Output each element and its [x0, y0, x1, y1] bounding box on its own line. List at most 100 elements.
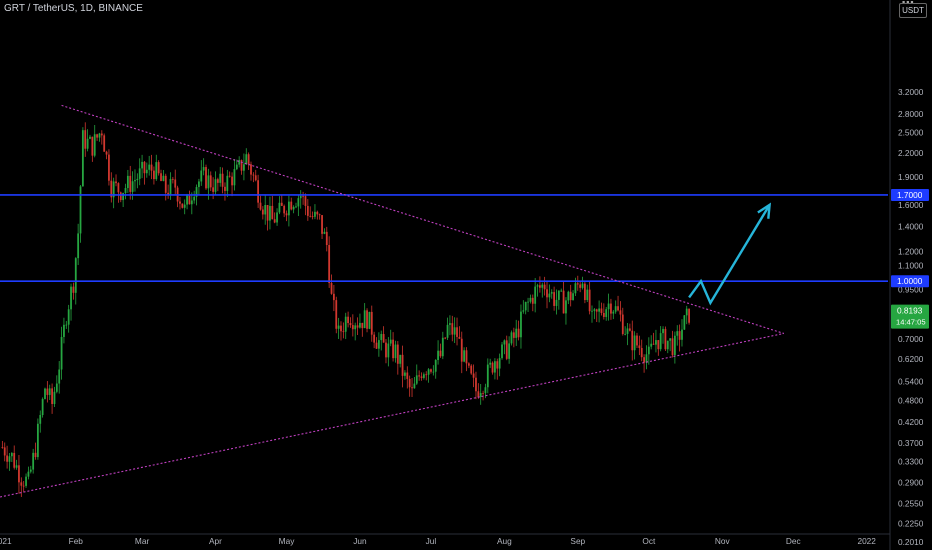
currency-badge[interactable]: USDT	[899, 3, 927, 18]
candle	[460, 331, 463, 374]
candle	[579, 281, 582, 293]
candle	[572, 290, 574, 301]
candle	[1, 440, 4, 449]
candle	[29, 465, 32, 474]
candle	[600, 302, 603, 316]
y-tick-label: 1.9000	[898, 172, 924, 182]
candle	[100, 130, 103, 145]
candle	[91, 136, 94, 162]
projection-arrow[interactable]	[688, 204, 771, 306]
candle	[494, 358, 496, 380]
candle	[145, 162, 148, 178]
candle	[22, 481, 25, 493]
candle	[671, 330, 674, 358]
candle	[51, 383, 53, 414]
candle	[259, 195, 262, 211]
candle	[112, 177, 115, 209]
candle	[508, 336, 511, 364]
candle	[247, 152, 250, 170]
candle	[418, 370, 421, 381]
candle	[512, 327, 515, 348]
candle	[41, 397, 44, 418]
candle	[614, 300, 617, 314]
candle	[63, 317, 65, 344]
candle	[444, 337, 447, 340]
candle	[359, 313, 361, 329]
candle	[636, 332, 638, 349]
candle	[10, 452, 13, 462]
candle	[612, 309, 615, 320]
candle	[394, 340, 397, 363]
candle	[340, 321, 342, 341]
candle	[449, 315, 451, 336]
x-tick-label: Nov	[715, 536, 731, 546]
candle	[655, 329, 657, 353]
candle	[685, 305, 688, 325]
candle	[171, 176, 174, 184]
candle	[541, 282, 544, 298]
candle	[25, 473, 27, 488]
x-tick-label: Jun	[353, 536, 367, 546]
candle	[681, 319, 683, 347]
candle	[515, 319, 518, 346]
candle	[183, 199, 186, 215]
candle	[368, 311, 371, 330]
candle	[432, 365, 435, 376]
candle	[48, 384, 51, 401]
candle	[529, 294, 532, 304]
candle	[216, 177, 219, 192]
candle	[647, 337, 650, 365]
candle	[363, 303, 366, 329]
candle	[470, 364, 473, 375]
candle	[543, 276, 546, 296]
candle	[261, 206, 264, 220]
candle	[148, 155, 151, 176]
y-tick-label: 1.1000	[898, 261, 924, 271]
trendline[interactable]	[0, 332, 784, 498]
candle	[548, 284, 551, 303]
candle	[53, 386, 56, 408]
candle	[356, 317, 359, 335]
y-tick-label: 0.6200	[898, 354, 924, 364]
candle	[316, 210, 319, 220]
candle	[591, 305, 593, 323]
candle	[20, 477, 23, 497]
candle	[117, 182, 120, 203]
candle	[640, 339, 643, 362]
candle	[621, 307, 624, 336]
candle	[425, 371, 428, 381]
x-tick-label: Aug	[497, 536, 512, 546]
y-tick-label: 0.9500	[898, 285, 924, 295]
candle	[688, 308, 690, 325]
x-tick-label: Mar	[135, 536, 150, 546]
candle	[306, 199, 309, 221]
candle	[126, 169, 129, 193]
y-tick-label: 2.2000	[898, 148, 924, 158]
trendline[interactable]	[61, 104, 784, 334]
candle	[392, 332, 394, 362]
projection-arrow-head	[757, 202, 772, 219]
candle	[105, 150, 108, 160]
candle	[193, 190, 196, 204]
y-tick-label: 0.7000	[898, 334, 924, 344]
candle	[176, 185, 179, 208]
candle	[557, 290, 560, 310]
candle	[150, 154, 153, 180]
candle	[287, 195, 290, 227]
candle	[257, 174, 260, 208]
candle	[231, 172, 233, 197]
y-tick-label: 2.8000	[898, 109, 924, 119]
candle	[186, 193, 188, 210]
candle	[458, 326, 461, 339]
candle	[297, 194, 300, 217]
candle	[453, 317, 456, 344]
candle	[15, 459, 18, 470]
candle	[273, 212, 276, 224]
candle	[174, 169, 177, 195]
candle	[598, 300, 601, 323]
candle	[430, 368, 432, 374]
candle	[3, 442, 6, 462]
candle	[657, 340, 660, 356]
candle	[290, 197, 293, 211]
